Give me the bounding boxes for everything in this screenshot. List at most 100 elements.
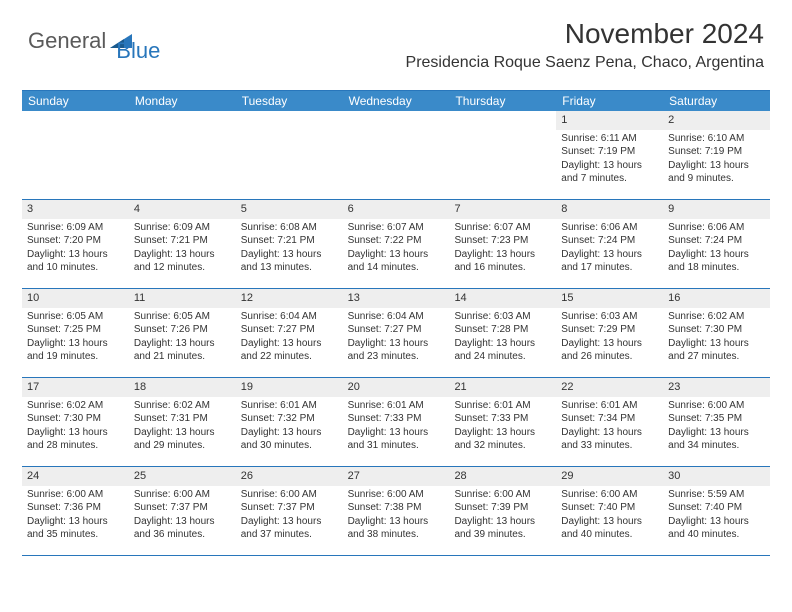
sunset-text: Sunset: 7:30 PM	[27, 412, 124, 426]
day-body: Sunrise: 5:59 AMSunset: 7:40 PMDaylight:…	[663, 486, 770, 546]
day-cell: 14Sunrise: 6:03 AMSunset: 7:28 PMDayligh…	[449, 289, 556, 377]
sunrise-text: Sunrise: 6:00 AM	[454, 488, 551, 502]
day-number: 9	[663, 200, 770, 219]
daylight-text: Daylight: 13 hours and 9 minutes.	[668, 159, 765, 186]
day-cell: 21Sunrise: 6:01 AMSunset: 7:33 PMDayligh…	[449, 378, 556, 466]
day-cell: 13Sunrise: 6:04 AMSunset: 7:27 PMDayligh…	[343, 289, 450, 377]
sunset-text: Sunset: 7:33 PM	[454, 412, 551, 426]
sunset-text: Sunset: 7:21 PM	[134, 234, 231, 248]
sunset-text: Sunset: 7:19 PM	[561, 145, 658, 159]
day-cell: .	[22, 111, 129, 199]
day-number: 27	[343, 467, 450, 486]
day-header: Sunday	[22, 91, 129, 111]
day-body: Sunrise: 6:06 AMSunset: 7:24 PMDaylight:…	[663, 219, 770, 279]
sunset-text: Sunset: 7:33 PM	[348, 412, 445, 426]
daylight-text: Daylight: 13 hours and 22 minutes.	[241, 337, 338, 364]
sunset-text: Sunset: 7:34 PM	[561, 412, 658, 426]
weeks-container: .....1Sunrise: 6:11 AMSunset: 7:19 PMDay…	[22, 111, 770, 556]
day-number: 10	[22, 289, 129, 308]
day-body: Sunrise: 6:09 AMSunset: 7:21 PMDaylight:…	[129, 219, 236, 279]
day-body: Sunrise: 6:09 AMSunset: 7:20 PMDaylight:…	[22, 219, 129, 279]
daylight-text: Daylight: 13 hours and 28 minutes.	[27, 426, 124, 453]
day-cell: 17Sunrise: 6:02 AMSunset: 7:30 PMDayligh…	[22, 378, 129, 466]
day-cell: 19Sunrise: 6:01 AMSunset: 7:32 PMDayligh…	[236, 378, 343, 466]
day-body: Sunrise: 6:08 AMSunset: 7:21 PMDaylight:…	[236, 219, 343, 279]
sunrise-text: Sunrise: 6:02 AM	[134, 399, 231, 413]
daylight-text: Daylight: 13 hours and 36 minutes.	[134, 515, 231, 542]
day-header: Thursday	[449, 91, 556, 111]
day-cell: 8Sunrise: 6:06 AMSunset: 7:24 PMDaylight…	[556, 200, 663, 288]
sunrise-text: Sunrise: 6:04 AM	[348, 310, 445, 324]
daylight-text: Daylight: 13 hours and 21 minutes.	[134, 337, 231, 364]
day-cell: 1Sunrise: 6:11 AMSunset: 7:19 PMDaylight…	[556, 111, 663, 199]
day-body: Sunrise: 6:02 AMSunset: 7:31 PMDaylight:…	[129, 397, 236, 457]
daylight-text: Daylight: 13 hours and 37 minutes.	[241, 515, 338, 542]
day-number: 28	[449, 467, 556, 486]
day-body: Sunrise: 6:07 AMSunset: 7:22 PMDaylight:…	[343, 219, 450, 279]
day-number: 20	[343, 378, 450, 397]
day-body: Sunrise: 6:00 AMSunset: 7:37 PMDaylight:…	[236, 486, 343, 546]
sunrise-text: Sunrise: 6:00 AM	[241, 488, 338, 502]
day-number: 8	[556, 200, 663, 219]
day-number: 22	[556, 378, 663, 397]
day-number: 18	[129, 378, 236, 397]
day-body: Sunrise: 6:00 AMSunset: 7:35 PMDaylight:…	[663, 397, 770, 457]
day-cell: 11Sunrise: 6:05 AMSunset: 7:26 PMDayligh…	[129, 289, 236, 377]
sunrise-text: Sunrise: 6:01 AM	[454, 399, 551, 413]
day-number: 12	[236, 289, 343, 308]
sunrise-text: Sunrise: 5:59 AM	[668, 488, 765, 502]
day-body: Sunrise: 6:00 AMSunset: 7:38 PMDaylight:…	[343, 486, 450, 546]
sunrise-text: Sunrise: 6:00 AM	[561, 488, 658, 502]
day-body: Sunrise: 6:01 AMSunset: 7:32 PMDaylight:…	[236, 397, 343, 457]
day-number: 23	[663, 378, 770, 397]
day-cell: 29Sunrise: 6:00 AMSunset: 7:40 PMDayligh…	[556, 467, 663, 555]
sunrise-text: Sunrise: 6:03 AM	[561, 310, 658, 324]
day-cell: 3Sunrise: 6:09 AMSunset: 7:20 PMDaylight…	[22, 200, 129, 288]
sunset-text: Sunset: 7:24 PM	[668, 234, 765, 248]
daylight-text: Daylight: 13 hours and 10 minutes.	[27, 248, 124, 275]
daylight-text: Daylight: 13 hours and 27 minutes.	[668, 337, 765, 364]
logo-text-general: General	[28, 28, 106, 54]
sunrise-text: Sunrise: 6:02 AM	[668, 310, 765, 324]
day-cell: 28Sunrise: 6:00 AMSunset: 7:39 PMDayligh…	[449, 467, 556, 555]
day-body: Sunrise: 6:03 AMSunset: 7:29 PMDaylight:…	[556, 308, 663, 368]
sunset-text: Sunset: 7:38 PM	[348, 501, 445, 515]
day-number: 17	[22, 378, 129, 397]
day-number: 16	[663, 289, 770, 308]
day-number: 14	[449, 289, 556, 308]
sunset-text: Sunset: 7:28 PM	[454, 323, 551, 337]
daylight-text: Daylight: 13 hours and 31 minutes.	[348, 426, 445, 453]
day-body: Sunrise: 6:00 AMSunset: 7:39 PMDaylight:…	[449, 486, 556, 546]
day-cell: .	[129, 111, 236, 199]
day-cell: 10Sunrise: 6:05 AMSunset: 7:25 PMDayligh…	[22, 289, 129, 377]
sunset-text: Sunset: 7:22 PM	[348, 234, 445, 248]
logo-text-blue: Blue	[116, 38, 160, 64]
day-cell: 15Sunrise: 6:03 AMSunset: 7:29 PMDayligh…	[556, 289, 663, 377]
day-body: Sunrise: 6:10 AMSunset: 7:19 PMDaylight:…	[663, 130, 770, 190]
day-number: 26	[236, 467, 343, 486]
day-number: 7	[449, 200, 556, 219]
day-body: Sunrise: 6:01 AMSunset: 7:33 PMDaylight:…	[343, 397, 450, 457]
week-row: 10Sunrise: 6:05 AMSunset: 7:25 PMDayligh…	[22, 289, 770, 378]
day-cell: 6Sunrise: 6:07 AMSunset: 7:22 PMDaylight…	[343, 200, 450, 288]
sunset-text: Sunset: 7:29 PM	[561, 323, 658, 337]
logo: General Blue	[28, 18, 160, 64]
day-body: Sunrise: 6:01 AMSunset: 7:33 PMDaylight:…	[449, 397, 556, 457]
day-cell: 18Sunrise: 6:02 AMSunset: 7:31 PMDayligh…	[129, 378, 236, 466]
day-header: Saturday	[663, 91, 770, 111]
sunset-text: Sunset: 7:37 PM	[134, 501, 231, 515]
daylight-text: Daylight: 13 hours and 26 minutes.	[561, 337, 658, 364]
daylight-text: Daylight: 13 hours and 7 minutes.	[561, 159, 658, 186]
day-cell: .	[343, 111, 450, 199]
day-body: Sunrise: 6:07 AMSunset: 7:23 PMDaylight:…	[449, 219, 556, 279]
sunrise-text: Sunrise: 6:07 AM	[454, 221, 551, 235]
day-number: 3	[22, 200, 129, 219]
day-number: 19	[236, 378, 343, 397]
sunrise-text: Sunrise: 6:03 AM	[454, 310, 551, 324]
day-body: Sunrise: 6:02 AMSunset: 7:30 PMDaylight:…	[22, 397, 129, 457]
sunrise-text: Sunrise: 6:10 AM	[668, 132, 765, 146]
sunrise-text: Sunrise: 6:05 AM	[134, 310, 231, 324]
day-number: 11	[129, 289, 236, 308]
day-number: 4	[129, 200, 236, 219]
sunrise-text: Sunrise: 6:09 AM	[27, 221, 124, 235]
